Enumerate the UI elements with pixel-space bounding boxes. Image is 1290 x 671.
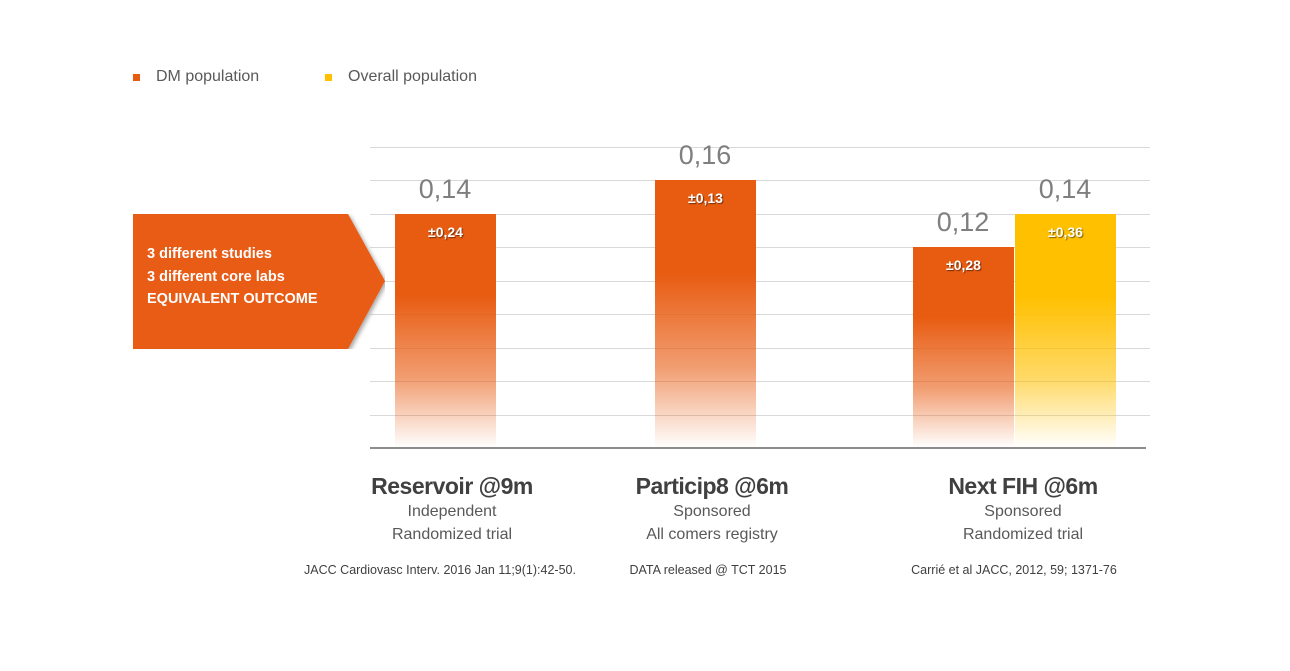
gridline bbox=[370, 146, 1150, 148]
callout-line: EQUIVALENT OUTCOME bbox=[147, 291, 318, 307]
error-label: ±0,24 bbox=[428, 223, 463, 240]
gridline bbox=[370, 280, 1150, 282]
reference-particip8: DATA released @ TCT 2015 bbox=[629, 563, 787, 577]
legend-overall: Overall population bbox=[325, 68, 477, 86]
legend-label-overall: Overall population bbox=[348, 68, 477, 85]
gridline bbox=[370, 180, 1150, 181]
gridline bbox=[370, 347, 1150, 349]
reference-reservoir: JACC Cardiovasc Interv. 2016 Jan 11;9(1)… bbox=[304, 563, 576, 577]
legend-dm: DM population bbox=[133, 68, 259, 86]
category-title: Particip8 @6m bbox=[635, 473, 789, 499]
gridline bbox=[370, 381, 1150, 382]
x-axis bbox=[370, 447, 1146, 449]
category-design: All comers registry bbox=[646, 526, 778, 543]
legend-swatch-overall bbox=[325, 73, 332, 81]
callout-arrow bbox=[133, 214, 385, 349]
legend-swatch-dm bbox=[133, 73, 140, 81]
gridline bbox=[370, 213, 1150, 215]
error-label: ±0,28 bbox=[946, 257, 981, 273]
category-type: Independent bbox=[407, 503, 497, 520]
bar bbox=[395, 213, 496, 448]
callout-line: 3 different core labs bbox=[147, 268, 285, 285]
category-design: Randomized trial bbox=[962, 526, 1084, 543]
category-nextfih: Next FIH @6m Sponsored Randomized trial bbox=[873, 473, 1173, 546]
category-particip8: Particip8 @6m Sponsored All comers regis… bbox=[562, 473, 862, 546]
callout-text: 3 different studies 3 different core lab… bbox=[147, 243, 318, 311]
bar bbox=[655, 180, 756, 448]
category-type: Sponsored bbox=[673, 503, 751, 520]
data-label: 0,16 bbox=[678, 140, 732, 170]
data-label: 0,14 bbox=[1038, 173, 1092, 204]
category-title: Next FIH @6m bbox=[948, 473, 1098, 499]
legend-label-dm: DM population bbox=[156, 68, 260, 85]
data-label: 0,14 bbox=[418, 173, 472, 204]
reference-nextfih: Carrié et al JACC, 2012, 59; 1371-76 bbox=[911, 563, 1117, 577]
error-label: ±0,13 bbox=[688, 190, 723, 206]
error-label: ±0,36 bbox=[1048, 223, 1083, 240]
category-type: Sponsored bbox=[984, 503, 1062, 520]
data-label: 0,12 bbox=[936, 207, 990, 237]
bar bbox=[1015, 213, 1116, 448]
callout-line: 3 different studies bbox=[147, 246, 272, 262]
gridline bbox=[370, 314, 1150, 315]
bar bbox=[913, 247, 1014, 448]
category-title: Reservoir @9m bbox=[371, 473, 533, 499]
category-design: Randomized trial bbox=[391, 526, 513, 543]
gridline bbox=[370, 247, 1150, 248]
category-reservoir: Reservoir @9m Independent Randomized tri… bbox=[302, 473, 602, 546]
gridline bbox=[370, 414, 1150, 416]
